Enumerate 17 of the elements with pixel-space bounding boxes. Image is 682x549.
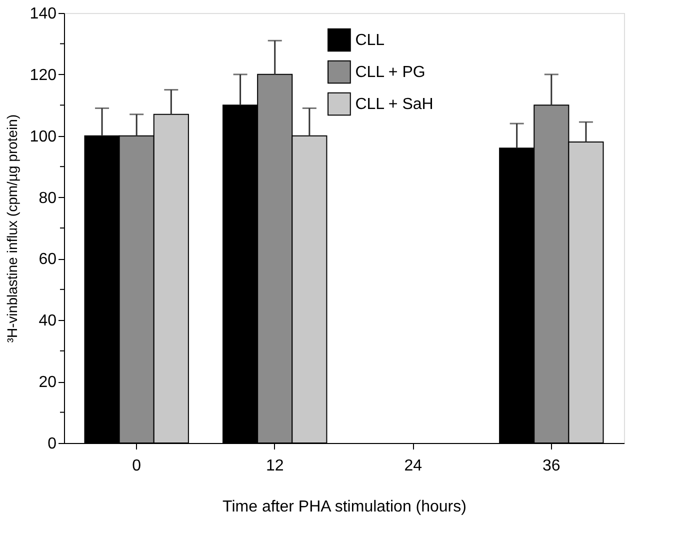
y-tick-label: 140: [30, 6, 57, 22]
y-tick-label: 80: [38, 190, 57, 207]
x-axis-title: Time after PHA stimulation (hours): [222, 498, 466, 516]
y-tick-label: 60: [38, 251, 57, 268]
y-tick-label: 120: [30, 66, 57, 84]
y-axis-title: ³H-vinblastine influx (cpm/µg protein): [4, 114, 20, 343]
y-tick-label: 40: [38, 312, 57, 330]
legend-label: CLL + PG: [355, 64, 426, 81]
y-tick-label: 0: [48, 436, 57, 452]
legend-label: CLL + SaH: [355, 96, 434, 113]
x-tick-label: 12: [266, 458, 284, 474]
x-tick-label: 24: [404, 458, 422, 474]
legend-label: CLL: [355, 32, 385, 49]
y-tick-label: 100: [30, 128, 57, 146]
y-tick-label: 20: [38, 374, 57, 392]
x-tick-label: 36: [542, 458, 560, 474]
x-tick-label: 0: [132, 458, 142, 474]
